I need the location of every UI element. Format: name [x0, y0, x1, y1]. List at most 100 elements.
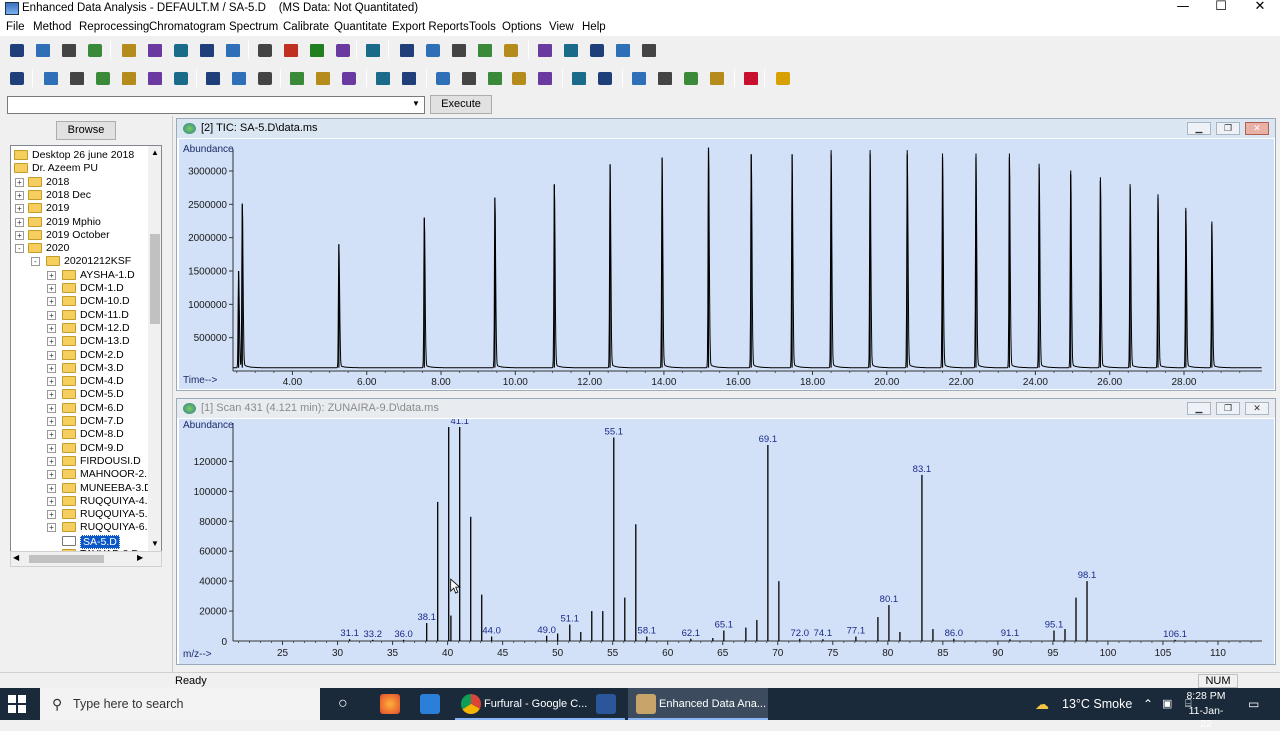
expand-icon[interactable]: +: [47, 350, 56, 360]
toolbar-tool-icon[interactable]: [612, 40, 633, 60]
scroll-up-icon[interactable]: ▲: [151, 148, 159, 157]
windows-start-button[interactable]: [8, 688, 32, 720]
cortana-icon[interactable]: ○: [338, 695, 348, 712]
tree-item[interactable]: + DCM-11.D: [11, 309, 147, 322]
toolbar-tool-icon[interactable]: [6, 40, 27, 60]
toolbar-tool-icon[interactable]: [66, 68, 87, 88]
menu-options[interactable]: Options: [502, 21, 542, 33]
tree-item[interactable]: SA-5.D: [11, 534, 147, 549]
toolbar-tool-icon[interactable]: [6, 68, 27, 88]
expand-icon[interactable]: +: [47, 496, 56, 506]
toolbar-tool-icon[interactable]: [458, 68, 479, 88]
toolbar-tool-icon[interactable]: [398, 68, 419, 88]
expand-icon[interactable]: +: [15, 204, 24, 214]
toolbar-tool-icon[interactable]: [594, 68, 615, 88]
scrollbar-thumb[interactable]: [29, 555, 104, 563]
scan-restore-button[interactable]: ❐: [1216, 402, 1240, 415]
scroll-down-icon[interactable]: ▼: [151, 539, 159, 548]
tree-item[interactable]: + DCM-3.D: [11, 362, 147, 375]
tic-close-button[interactable]: ✕: [1245, 122, 1269, 135]
toolbar-tool-icon[interactable]: [474, 40, 495, 60]
close-button[interactable]: ✕: [1254, 0, 1266, 14]
menu-help[interactable]: Help: [582, 21, 606, 33]
edge-icon[interactable]: [420, 694, 440, 714]
menu-tools[interactable]: Tools: [469, 21, 496, 33]
menu-method[interactable]: Method: [33, 21, 72, 33]
menu-spectrum[interactable]: Spectrum: [229, 21, 279, 33]
tree-item[interactable]: TAYYAB-8.D: [11, 548, 147, 551]
tree-item[interactable]: + RUQQUIYA-6.D: [11, 521, 155, 534]
scroll-right-icon[interactable]: ▶: [137, 553, 144, 562]
toolbar-tool-icon[interactable]: [118, 40, 139, 60]
toolbar-tool-icon[interactable]: [500, 40, 521, 60]
expand-icon[interactable]: +: [47, 403, 56, 413]
word-icon[interactable]: [596, 694, 616, 714]
toolbar-tool-icon[interactable]: [254, 40, 275, 60]
toolbar-tool-icon[interactable]: [338, 68, 359, 88]
toolbar-tool-icon[interactable]: [58, 40, 79, 60]
tree-item[interactable]: + AYSHA-1.D: [11, 269, 147, 282]
minimize-button[interactable]: —: [1176, 0, 1190, 14]
toolbar-tool-icon[interactable]: [560, 40, 581, 60]
toolbar-tool-icon[interactable]: [508, 68, 529, 88]
scan-window-titlebar[interactable]: [1] Scan 431 (4.121 min): ZUNAIRA-9.D\da…: [177, 399, 1275, 418]
tree-item[interactable]: - 2020: [11, 242, 147, 255]
tree-item[interactable]: + DCM-2.D: [11, 349, 147, 362]
expand-icon[interactable]: +: [47, 297, 56, 307]
menu-calibrate[interactable]: Calibrate: [283, 21, 330, 33]
expand-icon[interactable]: +: [47, 323, 56, 333]
toolbar-tool-icon[interactable]: [228, 68, 249, 88]
toolbar-tool-icon[interactable]: [638, 40, 659, 60]
tree-item[interactable]: +2018: [11, 176, 147, 189]
tree-item[interactable]: + DCM-1.D: [11, 282, 147, 295]
toolbar-tool-icon[interactable]: [680, 68, 701, 88]
toolbar-tool-icon[interactable]: [312, 68, 333, 88]
toolbar-tool-icon[interactable]: [144, 68, 165, 88]
tree-vertical-scrollbar[interactable]: ▲ ▼: [148, 146, 161, 551]
expand-icon[interactable]: +: [47, 430, 56, 440]
expand-icon[interactable]: +: [47, 337, 56, 347]
tree-item[interactable]: Dr. Azeem PU: [11, 162, 147, 175]
toolbar-tool-icon[interactable]: [372, 68, 393, 88]
toolbar-tool-icon[interactable]: [422, 40, 443, 60]
expand-icon[interactable]: +: [47, 523, 56, 533]
toolbar-tool-icon[interactable]: [568, 68, 589, 88]
scrollbar-thumb[interactable]: [150, 234, 160, 324]
toolbar-tool-icon[interactable]: [332, 40, 353, 60]
tree-item[interactable]: + DCM-5.D: [11, 388, 147, 401]
tree-item[interactable]: + DCM-8.D: [11, 428, 147, 441]
maximize-button[interactable]: ☐: [1215, 0, 1227, 14]
expand-icon[interactable]: +: [47, 510, 56, 520]
tic-minimize-button[interactable]: ▁: [1187, 122, 1211, 135]
notifications-icon[interactable]: ▭: [1248, 697, 1260, 711]
taskbar-clock[interactable]: 8:28 PM 11-Jan-22: [1184, 688, 1228, 730]
expand-icon[interactable]: +: [47, 284, 56, 293]
collapse-icon[interactable]: -: [31, 257, 40, 267]
toolbar-tool-icon[interactable]: [772, 68, 793, 88]
toolbar-tool-icon[interactable]: [144, 40, 165, 60]
toolbar-tool-icon[interactable]: [40, 68, 61, 88]
tic-window-titlebar[interactable]: [2] TIC: SA-5.D\data.ms ▁ ❐ ✕: [177, 119, 1275, 138]
network-icon[interactable]: ⌸: [1185, 698, 1192, 710]
menu-reprocessing[interactable]: Reprocessing: [79, 21, 150, 33]
toolbar-tool-icon[interactable]: [170, 68, 191, 88]
menu-quantitate[interactable]: Quantitate: [334, 21, 388, 33]
taskbar-app-chrome[interactable]: Furfural - Google C...: [455, 688, 625, 720]
toolbar-tool-icon[interactable]: [280, 40, 301, 60]
expand-icon[interactable]: +: [47, 483, 56, 493]
weather-icon[interactable]: ☁: [1035, 696, 1049, 712]
taskbar-search-box[interactable]: ⚲ Type here to search: [40, 688, 320, 720]
expand-icon[interactable]: +: [47, 470, 56, 480]
menu-export-reports[interactable]: Export Reports: [392, 21, 469, 33]
expand-icon[interactable]: +: [47, 377, 56, 387]
toolbar-tool-icon[interactable]: [32, 40, 53, 60]
tree-item[interactable]: - 20201212KSF: [11, 255, 147, 268]
tree-item[interactable]: + DCM-10.D: [11, 295, 147, 308]
expand-icon[interactable]: +: [15, 230, 24, 240]
toolbar-tool-icon[interactable]: [202, 68, 223, 88]
expand-icon[interactable]: +: [47, 270, 56, 280]
toolbar-tool-icon[interactable]: [170, 40, 191, 60]
taskbar-app-enhanced-data-analysis[interactable]: Enhanced Data Ana...: [628, 688, 768, 720]
execute-button[interactable]: Execute: [430, 95, 492, 114]
toolbar-tool-icon[interactable]: [448, 40, 469, 60]
